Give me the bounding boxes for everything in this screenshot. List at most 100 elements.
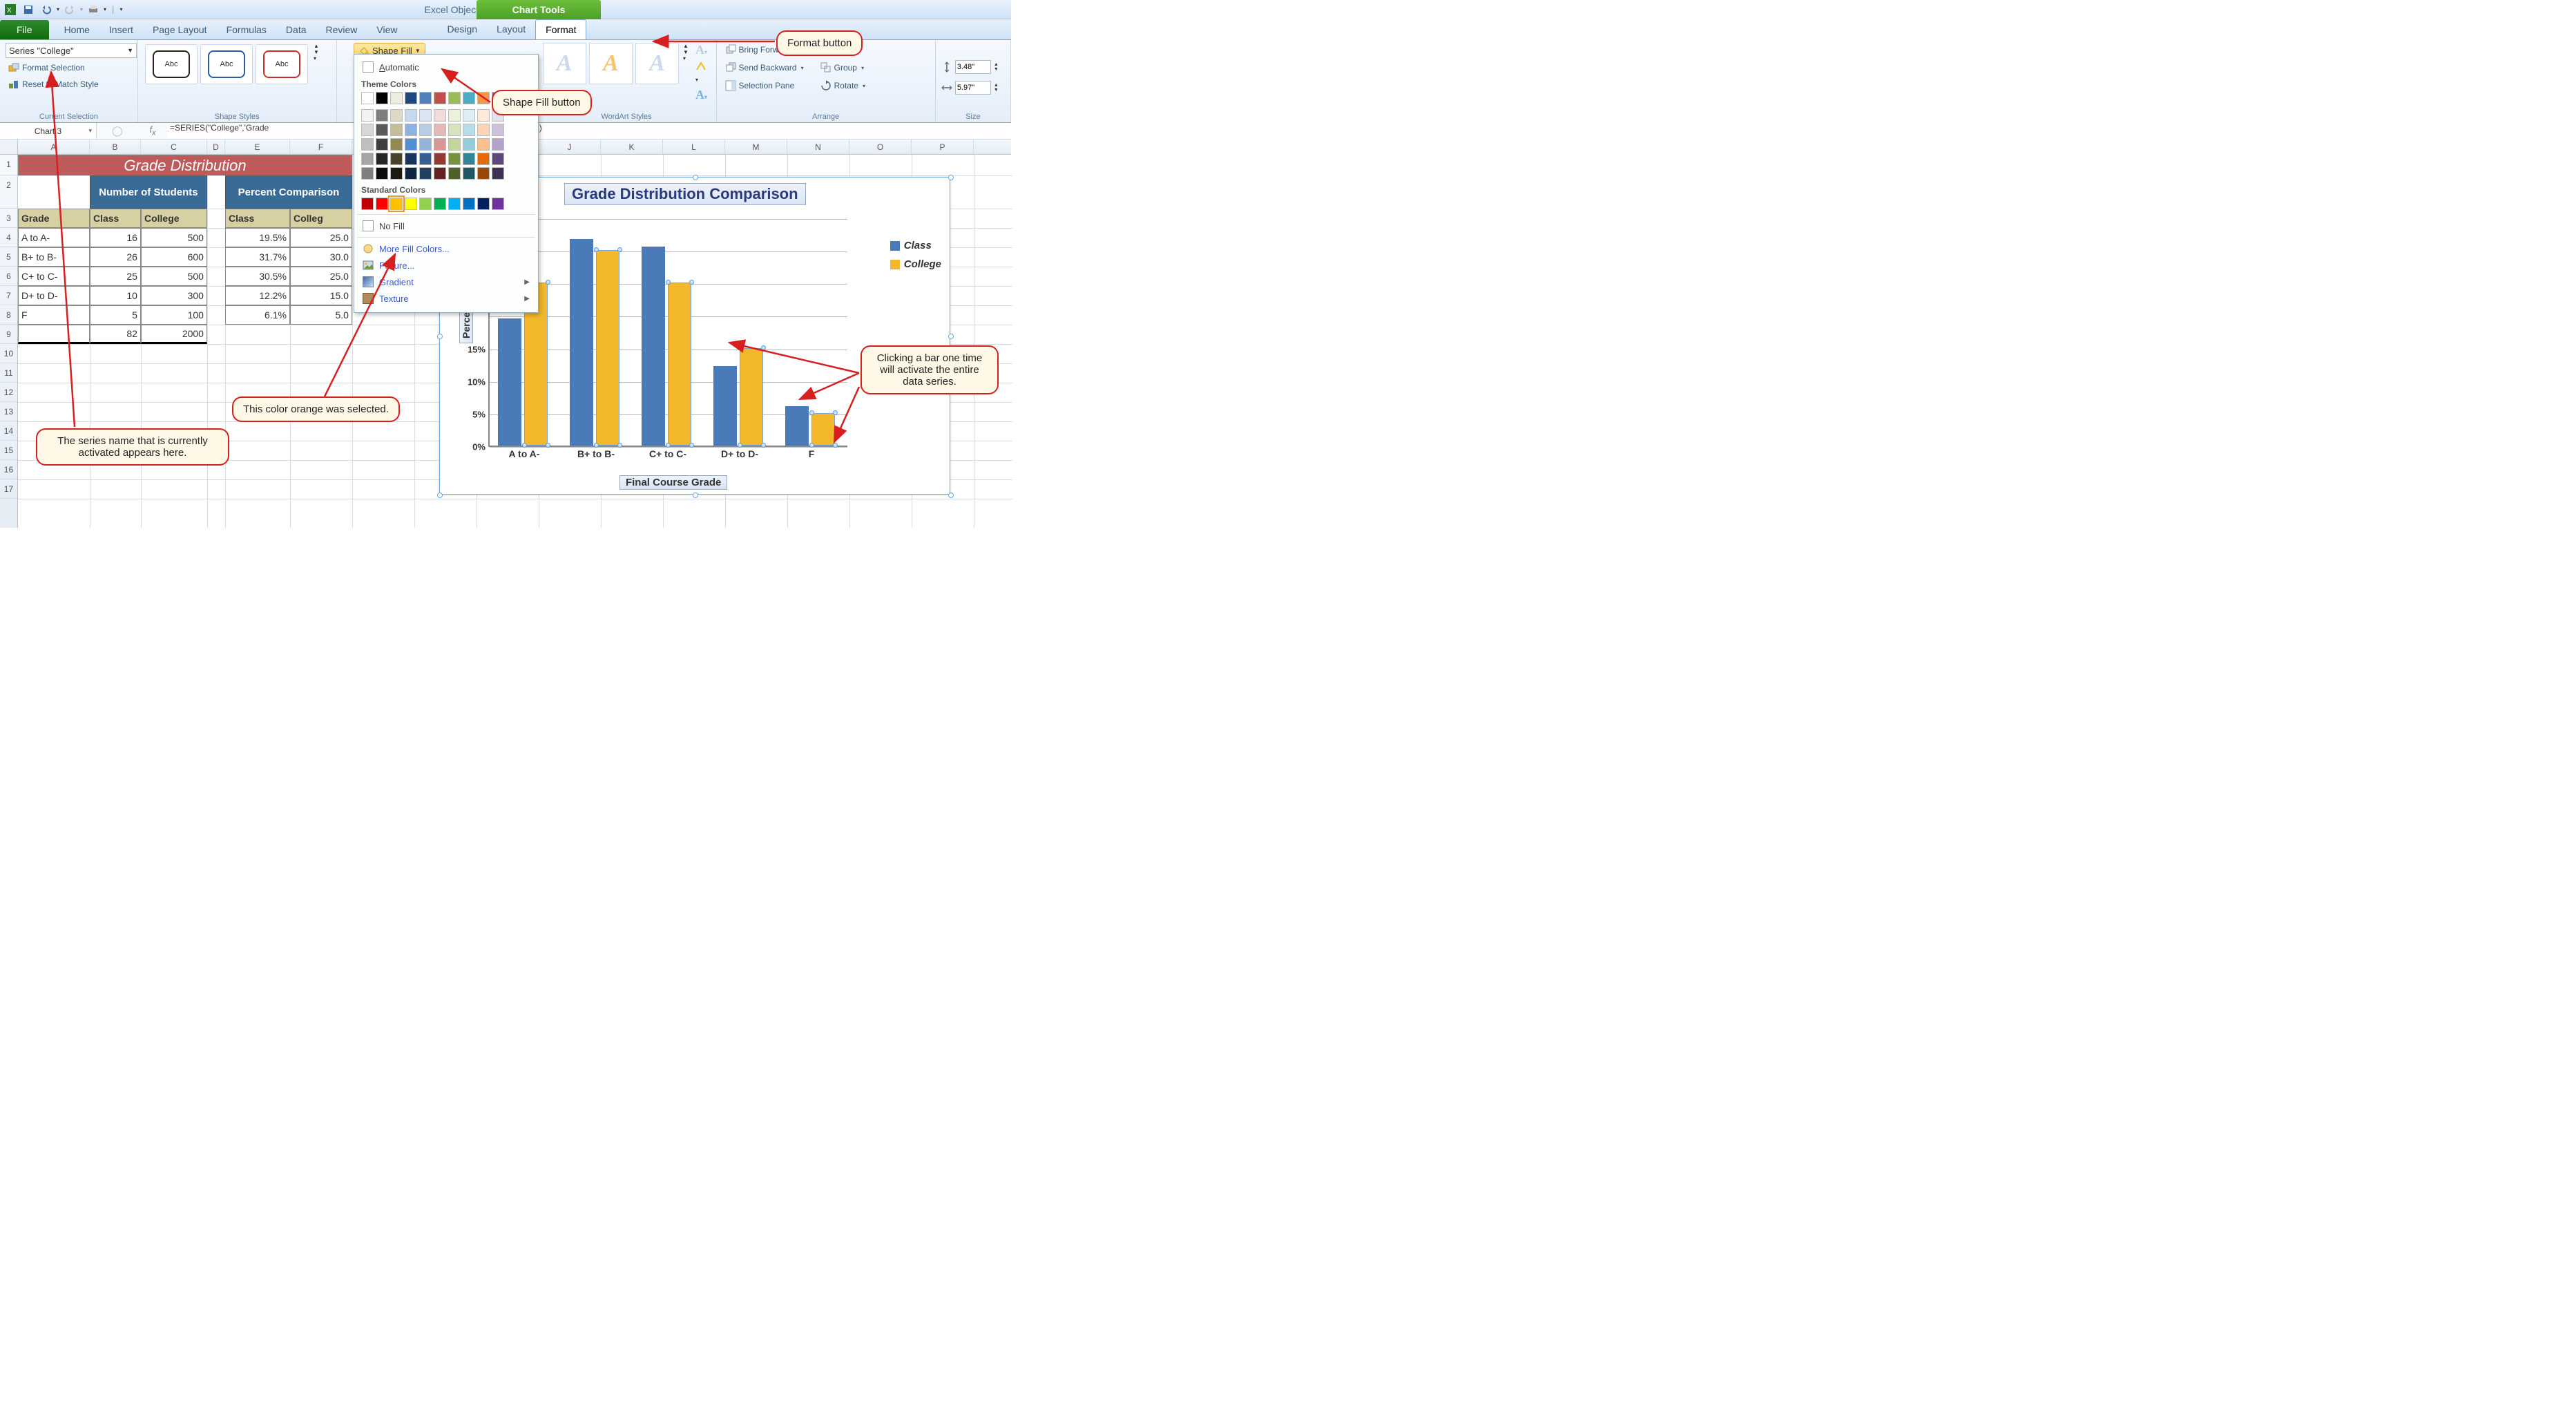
standard-color-swatch[interactable] [361,198,374,210]
theme-shade-swatch[interactable] [419,124,432,136]
bar-class[interactable] [713,366,737,446]
theme-shade-swatch[interactable] [361,124,374,136]
text-fill-icon[interactable]: A▾ [695,43,711,57]
col-header-F[interactable]: F [290,140,352,154]
theme-color-swatch[interactable] [390,92,403,104]
rotate-button[interactable]: Rotate▾ [818,79,868,93]
theme-shade-swatch[interactable] [448,167,461,180]
row-header-4[interactable]: 4 [0,228,17,247]
fx-label[interactable]: fx [138,124,167,137]
theme-shade-swatch[interactable] [463,153,475,165]
send-backward-button[interactable]: Send Backward▾ [722,61,807,75]
menu-no-fill[interactable]: No Fill [361,218,531,234]
theme-shade-swatch[interactable] [405,138,417,151]
standard-color-swatch[interactable] [376,198,388,210]
row-header-1[interactable]: 1 [0,155,17,175]
theme-shade-swatch[interactable] [477,138,490,151]
tab-home[interactable]: Home [55,20,99,39]
chart-plot-area[interactable]: 0%5%10%15%A to A-B+ to B-C+ to C-D+ to D… [488,219,847,447]
menu-picture[interactable]: Picture... [361,257,531,274]
theme-shade-swatch[interactable] [448,153,461,165]
theme-shade-swatch[interactable] [361,109,374,122]
theme-shade-swatch[interactable] [361,153,374,165]
menu-gradient[interactable]: Gradient ▶ [361,274,531,290]
row-header-11[interactable]: 11 [0,363,17,383]
chart-element-selector[interactable]: Series "College" ▼ [6,43,137,58]
print-icon[interactable] [86,2,101,17]
theme-shade-swatch[interactable] [434,109,446,122]
theme-shade-swatch[interactable] [405,109,417,122]
theme-shade-swatch[interactable] [434,138,446,151]
theme-color-swatch[interactable] [361,92,374,104]
row-header-9[interactable]: 9 [0,325,17,344]
row-header-5[interactable]: 5 [0,247,17,267]
theme-shade-swatch[interactable] [390,153,403,165]
tab-design[interactable]: Design [438,19,488,39]
format-selection-button[interactable]: Format Selection [6,61,88,75]
theme-color-swatch[interactable] [434,92,446,104]
theme-shade-swatch[interactable] [376,109,388,122]
col-header-O[interactable]: O [849,140,912,154]
standard-color-swatch[interactable] [463,198,475,210]
theme-shade-swatch[interactable] [477,109,490,122]
chart-legend[interactable]: ClassCollege [890,240,941,277]
theme-shade-swatch[interactable] [419,153,432,165]
bar-college[interactable] [740,348,763,446]
col-header-B[interactable]: B [90,140,141,154]
tab-view[interactable]: View [367,20,407,39]
theme-shade-swatch[interactable] [405,167,417,180]
theme-shade-swatch[interactable] [463,124,475,136]
row-header-13[interactable]: 13 [0,402,17,421]
theme-shade-swatch[interactable] [448,109,461,122]
formula-input[interactable]: =SERIES("College",'Grade ibution'!$F$4:$… [167,123,1011,139]
row-header-16[interactable]: 16 [0,460,17,479]
row-header-7[interactable]: 7 [0,286,17,305]
theme-shade-swatch[interactable] [361,138,374,151]
shape-width-input[interactable] [955,81,991,95]
theme-shade-swatch[interactable] [463,138,475,151]
row-header-8[interactable]: 8 [0,305,17,325]
standard-color-swatch[interactable] [419,198,432,210]
bar-class[interactable] [785,406,809,446]
theme-color-swatch[interactable] [463,92,475,104]
col-header-M[interactable]: M [725,140,787,154]
row-header-10[interactable]: 10 [0,344,17,363]
theme-shade-swatch[interactable] [477,167,490,180]
theme-shade-swatch[interactable] [477,153,490,165]
theme-shade-swatch[interactable] [376,167,388,180]
theme-shade-swatch[interactable] [463,109,475,122]
theme-color-swatch[interactable] [448,92,461,104]
shape-height-input[interactable] [955,60,991,74]
theme-shade-swatch[interactable] [492,124,504,136]
row-header-12[interactable]: 12 [0,383,17,402]
col-header-C[interactable]: C [141,140,207,154]
standard-color-swatch[interactable] [434,198,446,210]
theme-color-swatch[interactable] [477,92,490,104]
select-all-corner[interactable] [0,140,18,154]
theme-color-swatch[interactable] [419,92,432,104]
theme-shade-swatch[interactable] [390,109,403,122]
theme-shade-swatch[interactable] [390,124,403,136]
row-header-14[interactable]: 14 [0,421,17,441]
tab-review[interactable]: Review [316,20,367,39]
text-effects-icon[interactable]: A▾ [695,88,711,102]
theme-shade-swatch[interactable] [492,138,504,151]
theme-shade-swatch[interactable] [390,138,403,151]
theme-shade-swatch[interactable] [419,138,432,151]
row-header-3[interactable]: 3 [0,209,17,228]
theme-shade-swatch[interactable] [492,153,504,165]
theme-shade-swatch[interactable] [376,124,388,136]
standard-color-swatch[interactable] [477,198,490,210]
theme-shade-swatch[interactable] [434,153,446,165]
theme-shade-swatch[interactable] [419,109,432,122]
theme-shade-swatch[interactable] [448,138,461,151]
tab-file[interactable]: File [0,20,49,39]
theme-color-swatch[interactable] [376,92,388,104]
theme-shade-swatch[interactable] [376,138,388,151]
bar-class[interactable] [570,239,593,446]
theme-shade-swatch[interactable] [376,153,388,165]
standard-color-swatch[interactable] [448,198,461,210]
shape-style-thumb[interactable]: Abc [145,44,198,84]
theme-shade-swatch[interactable] [477,124,490,136]
col-header-N[interactable]: N [787,140,849,154]
